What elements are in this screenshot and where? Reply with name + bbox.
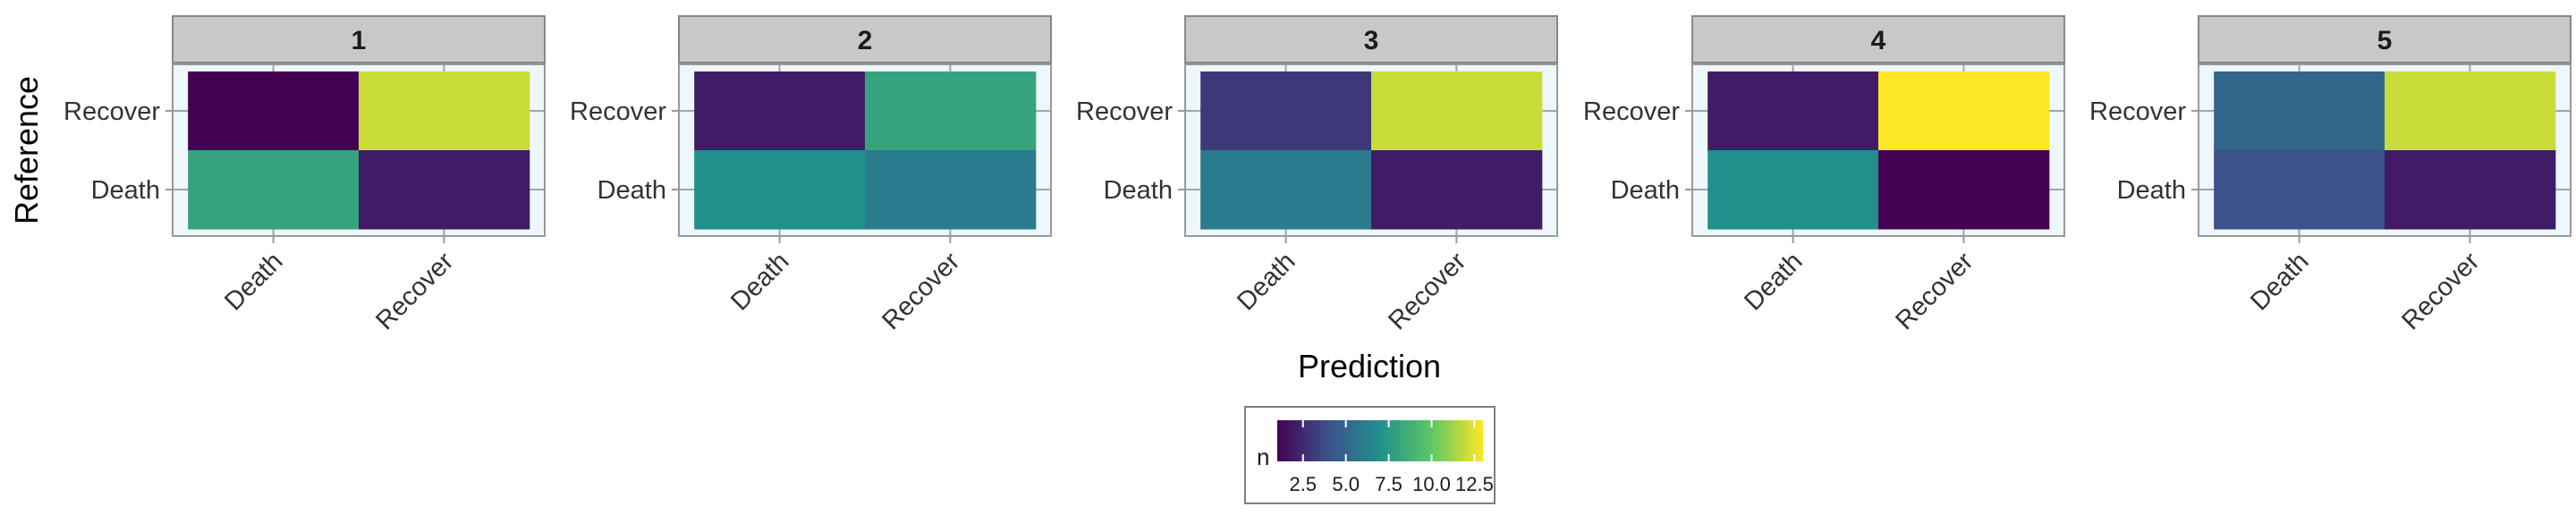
x-tick-label: Recover — [370, 247, 459, 335]
legend-tick-label: 5.0 — [1332, 473, 1360, 495]
heatmap-cell — [2214, 150, 2385, 230]
heatmap-cell — [1200, 150, 1372, 230]
color-legend: n 2.5 5.0 7.5 10.0 12.5 — [1244, 406, 1496, 504]
facet-strip — [1691, 15, 2065, 63]
panel-border — [172, 63, 546, 237]
heatmap-cell — [865, 150, 1037, 230]
heatmap-cell — [1200, 71, 1372, 151]
heatmap-cell — [1707, 150, 1879, 230]
heatmap-cell — [359, 71, 530, 151]
heatmap-cell — [865, 71, 1037, 151]
legend-title: n — [1257, 443, 1269, 470]
x-tick-label: Death — [1739, 247, 1808, 316]
facet-panel: 5 Death Recover Death Recover — [2089, 15, 2572, 335]
heatmap-cell — [1707, 71, 1879, 151]
x-tick-label: Death — [1232, 247, 1301, 316]
facet-strip — [2198, 15, 2572, 63]
heatmap-cell — [1878, 71, 2050, 151]
facet-strip — [172, 15, 546, 63]
y-tick-label: Recover — [64, 97, 160, 126]
x-tick-label: Death — [725, 247, 794, 316]
facet-strip — [1184, 15, 1558, 63]
legend-tick-label: 10.0 — [1412, 473, 1451, 495]
y-axis-title: Reference — [8, 76, 45, 224]
facet-strip-label: 1 — [352, 26, 367, 55]
x-tick-label: Recover — [2396, 247, 2485, 335]
legend-tick-label: 12.5 — [1455, 473, 1494, 495]
facet-panel: 2 Death Recover Death Recover — [570, 15, 1052, 335]
y-tick-label: Death — [1104, 176, 1173, 205]
facet-strip-label: 4 — [1871, 26, 1886, 55]
heatmap-cell — [2385, 71, 2556, 151]
heatmap-cell — [1878, 150, 2050, 230]
heatmap-cell — [694, 71, 866, 151]
legend-ticks: 2.5 5.0 7.5 10.0 12.5 — [1289, 420, 1494, 495]
x-tick-label: Death — [2245, 247, 2314, 316]
heatmap-cell — [188, 150, 360, 230]
x-tick-label: Recover — [1383, 247, 1471, 335]
y-tick-label: Death — [597, 176, 666, 205]
panel-border — [2198, 63, 2572, 237]
y-tick-label: Recover — [2089, 97, 2186, 126]
heatmap-cell — [188, 71, 360, 151]
x-axis-title: Prediction — [1298, 348, 1441, 384]
y-tick-label: Death — [2117, 176, 2186, 205]
panel-border — [1691, 63, 2065, 237]
panel-border — [1184, 63, 1558, 237]
x-tick-label: Recover — [877, 247, 965, 335]
facet-panel: 3 Death Recover Death Recover — [1076, 15, 1558, 335]
y-tick-label: Recover — [1583, 97, 1680, 126]
facet-panels: 1 Death Recover Death Recover 2 Death Recover De… — [64, 15, 2572, 335]
legend-colorbar — [1277, 420, 1483, 461]
heatmap-cell — [1371, 150, 1543, 230]
y-tick-label: Recover — [1076, 97, 1173, 126]
heatmap-cell — [694, 150, 866, 230]
facet-panel: 4 Death Recover Death Recover — [1583, 15, 2065, 335]
facet-strip-label: 3 — [1364, 26, 1379, 55]
heatmap-cell — [359, 150, 530, 230]
panel-border — [678, 63, 1052, 237]
x-tick-label: Recover — [1890, 247, 1979, 335]
heatmap-cell — [2385, 150, 2556, 230]
legend-tick-label: 7.5 — [1375, 473, 1402, 495]
y-tick-label: Recover — [570, 97, 666, 126]
x-tick-label: Death — [219, 247, 288, 316]
facet-strip-label: 5 — [2377, 26, 2393, 55]
heatmap-cell — [2214, 71, 2385, 151]
legend-tick-label: 2.5 — [1289, 473, 1317, 495]
facet-strip-label: 2 — [858, 26, 873, 55]
heatmap-cell — [1371, 71, 1543, 151]
y-tick-label: Death — [1611, 176, 1680, 205]
facet-strip — [678, 15, 1052, 63]
facet-panel: 1 Death Recover Death Recover — [64, 15, 546, 335]
y-tick-label: Death — [91, 176, 160, 205]
